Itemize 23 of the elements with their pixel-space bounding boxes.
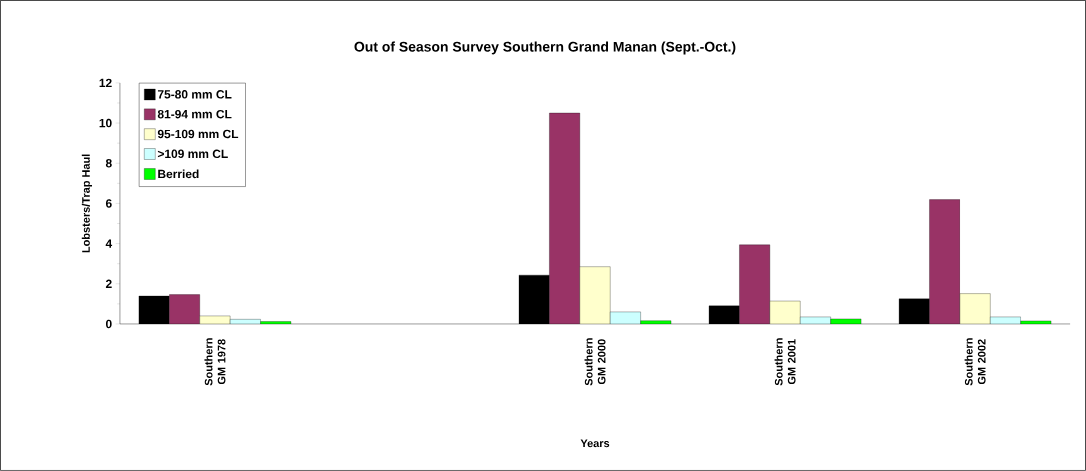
legend-label: 95-109 mm CL bbox=[157, 129, 239, 139]
y-tick-label: 6 bbox=[105, 199, 112, 208]
bar bbox=[739, 244, 770, 325]
x-axis-title: Years bbox=[580, 439, 610, 448]
y-axis-title: Lobsters/Trap Haul bbox=[81, 154, 93, 253]
y-tick-label: 2 bbox=[105, 279, 112, 289]
x-tick-label: Southern GM 2000 bbox=[584, 338, 606, 386]
bar bbox=[169, 294, 200, 325]
legend-label: Berried bbox=[158, 169, 199, 179]
x-tick-label: Southern GM 2002 bbox=[964, 338, 986, 386]
x-tick-label: Southern GM 1978 bbox=[204, 338, 226, 386]
legend-label: >109 mm CL bbox=[157, 149, 228, 159]
y-tick-label: 0 bbox=[105, 319, 112, 329]
y-tick-label: 12 bbox=[99, 78, 112, 88]
bar bbox=[929, 199, 961, 325]
x-tick-label: Southern GM 2001 bbox=[774, 338, 796, 386]
legend-label: 75-80 mm CL bbox=[157, 90, 232, 99]
y-tick-label: 4 bbox=[105, 239, 113, 248]
chart-title: Out of Season Survey Southern Grand Manan (Sept.-Oct.) bbox=[354, 41, 736, 55]
legend-label: 81-94 mm CL bbox=[157, 109, 232, 119]
y-tick-label: 8 bbox=[105, 159, 112, 168]
y-tick-label: 10 bbox=[99, 118, 112, 128]
bar bbox=[549, 113, 580, 325]
